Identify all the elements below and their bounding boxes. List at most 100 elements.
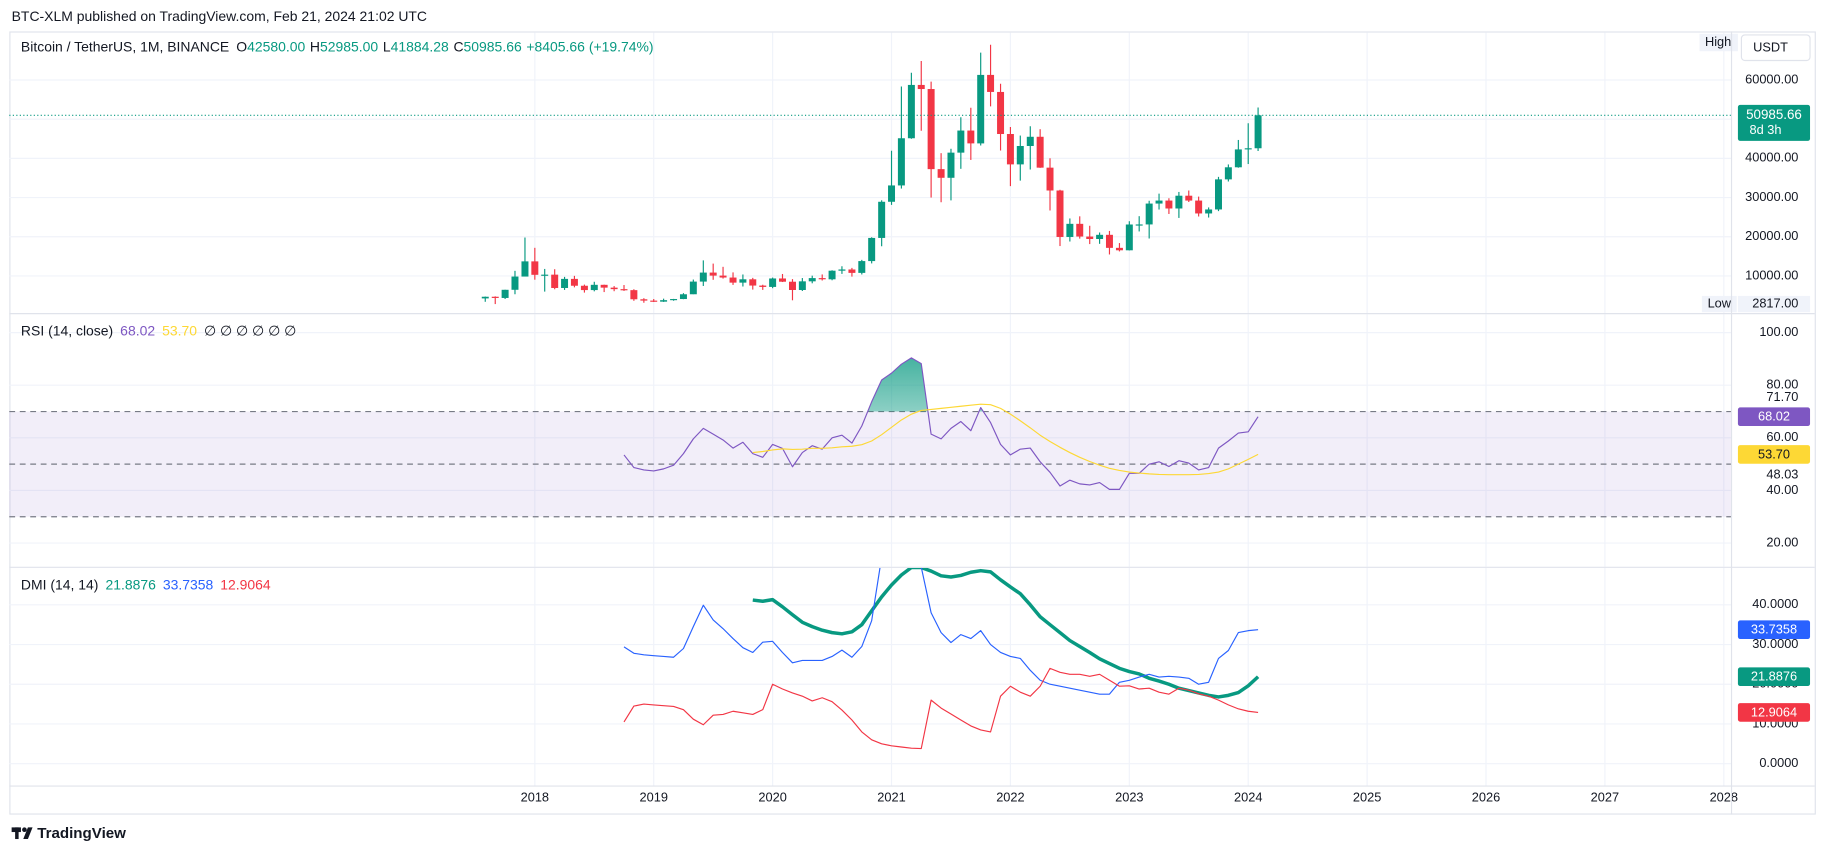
axis-level-label: 71.70 [1766,389,1798,404]
ohlc-key: H [310,38,320,54]
logo-part [23,827,33,840]
last-value-badge-bg [1737,620,1811,640]
ohlc-legend: Bitcoin / TetherUS, 1M, BINANCE O42580.00… [21,38,654,54]
lines [623,357,1259,490]
last-value-badge: 68.02 [1758,409,1790,424]
candle-body [501,289,509,298]
series-line [752,567,1260,699]
candle-body [759,285,767,287]
indicator-extra: ∅ ∅ ∅ ∅ ∅ ∅ [204,322,296,338]
candle-body [630,290,638,300]
candle-body [818,278,826,280]
candle-body [719,275,727,278]
series-line [623,567,1259,695]
candle-body [1195,200,1203,214]
candle-body [1096,234,1104,240]
candle-body [977,74,985,144]
indicator-title: DMI (14, 14) [21,576,99,592]
candle-body [868,237,876,262]
candle-body [1224,167,1232,180]
x-tick-label: 2024 [1234,790,1262,805]
indicator-legend: RSI (14, close) 68.02 53.70 ∅ ∅ ∅ ∅ ∅ ∅ [21,322,296,338]
candle-body [1086,236,1094,240]
high-box [1699,33,1738,52]
candle-body [897,138,905,186]
candle-body [511,276,519,290]
candle-body [749,279,757,286]
candle-body [679,294,687,300]
candle-body [580,285,588,291]
candle-body [828,270,836,280]
x-tick-label: 2025 [1353,790,1381,805]
y-tick-label: 60.00 [1766,429,1798,444]
indicator-value: 53.70 [162,322,197,338]
candle-body [1185,195,1193,201]
low-value-label: 2817.00 [1752,295,1798,310]
candle-body [937,169,945,178]
series-line [623,357,1259,490]
candle-body [1155,200,1163,204]
candle-body [917,84,925,90]
axis-level-label: 48.03 [1766,467,1798,482]
candle-body [1016,145,1024,165]
last-value-badge: 12.9064 [1751,704,1797,719]
indicator-legend: DMI (14, 14) 21.8876 33.7358 12.9064 [21,576,271,592]
low-value-box [1737,295,1811,313]
candle-body [1056,190,1064,237]
last-value-badge-bg [1737,703,1811,722]
y-tick-label: 40.00 [1766,482,1798,497]
last-value-badge: 53.70 [1758,446,1790,461]
y-tick-label: 100.00 [1759,324,1798,339]
candle-body [1036,136,1044,168]
candle-body [957,130,965,153]
candle-body [1026,136,1034,146]
ohlc-key: O [236,38,247,54]
indicator-title: RSI (14, close) [21,322,113,338]
candle-body [640,299,648,301]
candle-body [838,269,846,271]
last-value-badge-bg [1737,667,1811,687]
y-tick-label: 20.00 [1766,534,1798,549]
candle-body [1115,247,1123,251]
x-tick-label: 2020 [758,790,786,805]
candle-body [1145,203,1153,225]
candle-body [848,269,856,273]
x-tick-label: 2027 [1591,790,1619,805]
y-tick-label: 40.0000 [1752,596,1798,611]
lines [623,567,1260,750]
candle-body [1254,115,1262,149]
brand-name: TradingView [37,825,126,842]
low-label: Low [1708,295,1732,310]
chart-frame [9,31,1816,815]
candle-body [1234,149,1242,168]
candle-body [1066,223,1074,237]
candle-body [888,185,896,202]
candle-body [1244,148,1252,150]
candle-body [1205,209,1213,214]
candle-body [600,284,608,288]
last-value-badge: 21.8876 [1751,669,1797,684]
candle-body [660,300,668,302]
ohlc-value: 52985.00 [320,38,378,54]
candle-body [798,281,806,290]
indicator-value: 21.8876 [105,576,156,592]
x-tick-label: 2022 [996,790,1024,805]
candle-body [699,272,707,282]
candle-body [610,287,618,290]
x-tick-label: 2018 [521,790,549,805]
candle-body [878,201,886,238]
y-tick-label: 10000.00 [1745,267,1798,282]
y-tick-label: 60000.00 [1745,71,1798,86]
candle-body [1175,195,1183,209]
x-tick-label: 2021 [877,790,905,805]
candle-body [1046,167,1054,191]
x-tick-label: 2026 [1472,790,1500,805]
candle-body [739,279,747,283]
series-line [752,403,1259,476]
x-tick-label: 2019 [640,790,668,805]
candle-body [967,130,975,144]
candle-body [650,300,658,302]
ohlc-value: 42580.00 [247,38,305,54]
last-value-badge-bg [1737,445,1811,464]
